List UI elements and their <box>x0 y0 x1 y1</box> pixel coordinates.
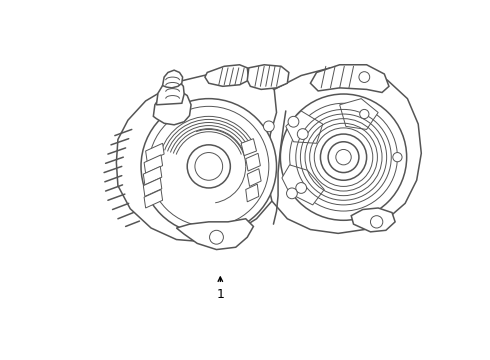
Polygon shape <box>205 65 249 86</box>
Polygon shape <box>117 72 287 242</box>
Text: 1: 1 <box>217 288 224 301</box>
Polygon shape <box>247 65 289 89</box>
Polygon shape <box>163 70 183 88</box>
Circle shape <box>320 134 367 180</box>
Polygon shape <box>143 166 162 185</box>
Circle shape <box>195 153 222 180</box>
Circle shape <box>149 106 269 226</box>
Circle shape <box>296 183 307 193</box>
Polygon shape <box>153 91 191 125</box>
Polygon shape <box>286 111 323 143</box>
Circle shape <box>370 216 383 228</box>
Polygon shape <box>143 178 162 197</box>
Circle shape <box>187 145 230 188</box>
Polygon shape <box>156 80 184 105</box>
Polygon shape <box>268 68 421 233</box>
Polygon shape <box>282 165 324 205</box>
Polygon shape <box>351 208 395 232</box>
Circle shape <box>264 121 274 132</box>
Circle shape <box>359 72 369 82</box>
Polygon shape <box>146 143 164 162</box>
Polygon shape <box>340 99 378 130</box>
Circle shape <box>290 103 397 211</box>
Circle shape <box>393 153 402 162</box>
Circle shape <box>210 230 223 244</box>
Circle shape <box>291 105 396 210</box>
Polygon shape <box>176 219 253 249</box>
Polygon shape <box>245 153 260 171</box>
Polygon shape <box>144 155 163 173</box>
Circle shape <box>287 188 297 199</box>
Polygon shape <box>144 189 163 208</box>
Polygon shape <box>311 65 389 93</box>
Circle shape <box>141 99 276 234</box>
Circle shape <box>360 109 369 119</box>
Polygon shape <box>241 139 257 156</box>
Circle shape <box>328 142 359 172</box>
Circle shape <box>297 129 308 139</box>
Circle shape <box>288 116 299 127</box>
Polygon shape <box>247 169 261 186</box>
Circle shape <box>280 94 407 220</box>
Polygon shape <box>245 184 259 202</box>
Circle shape <box>336 149 351 165</box>
